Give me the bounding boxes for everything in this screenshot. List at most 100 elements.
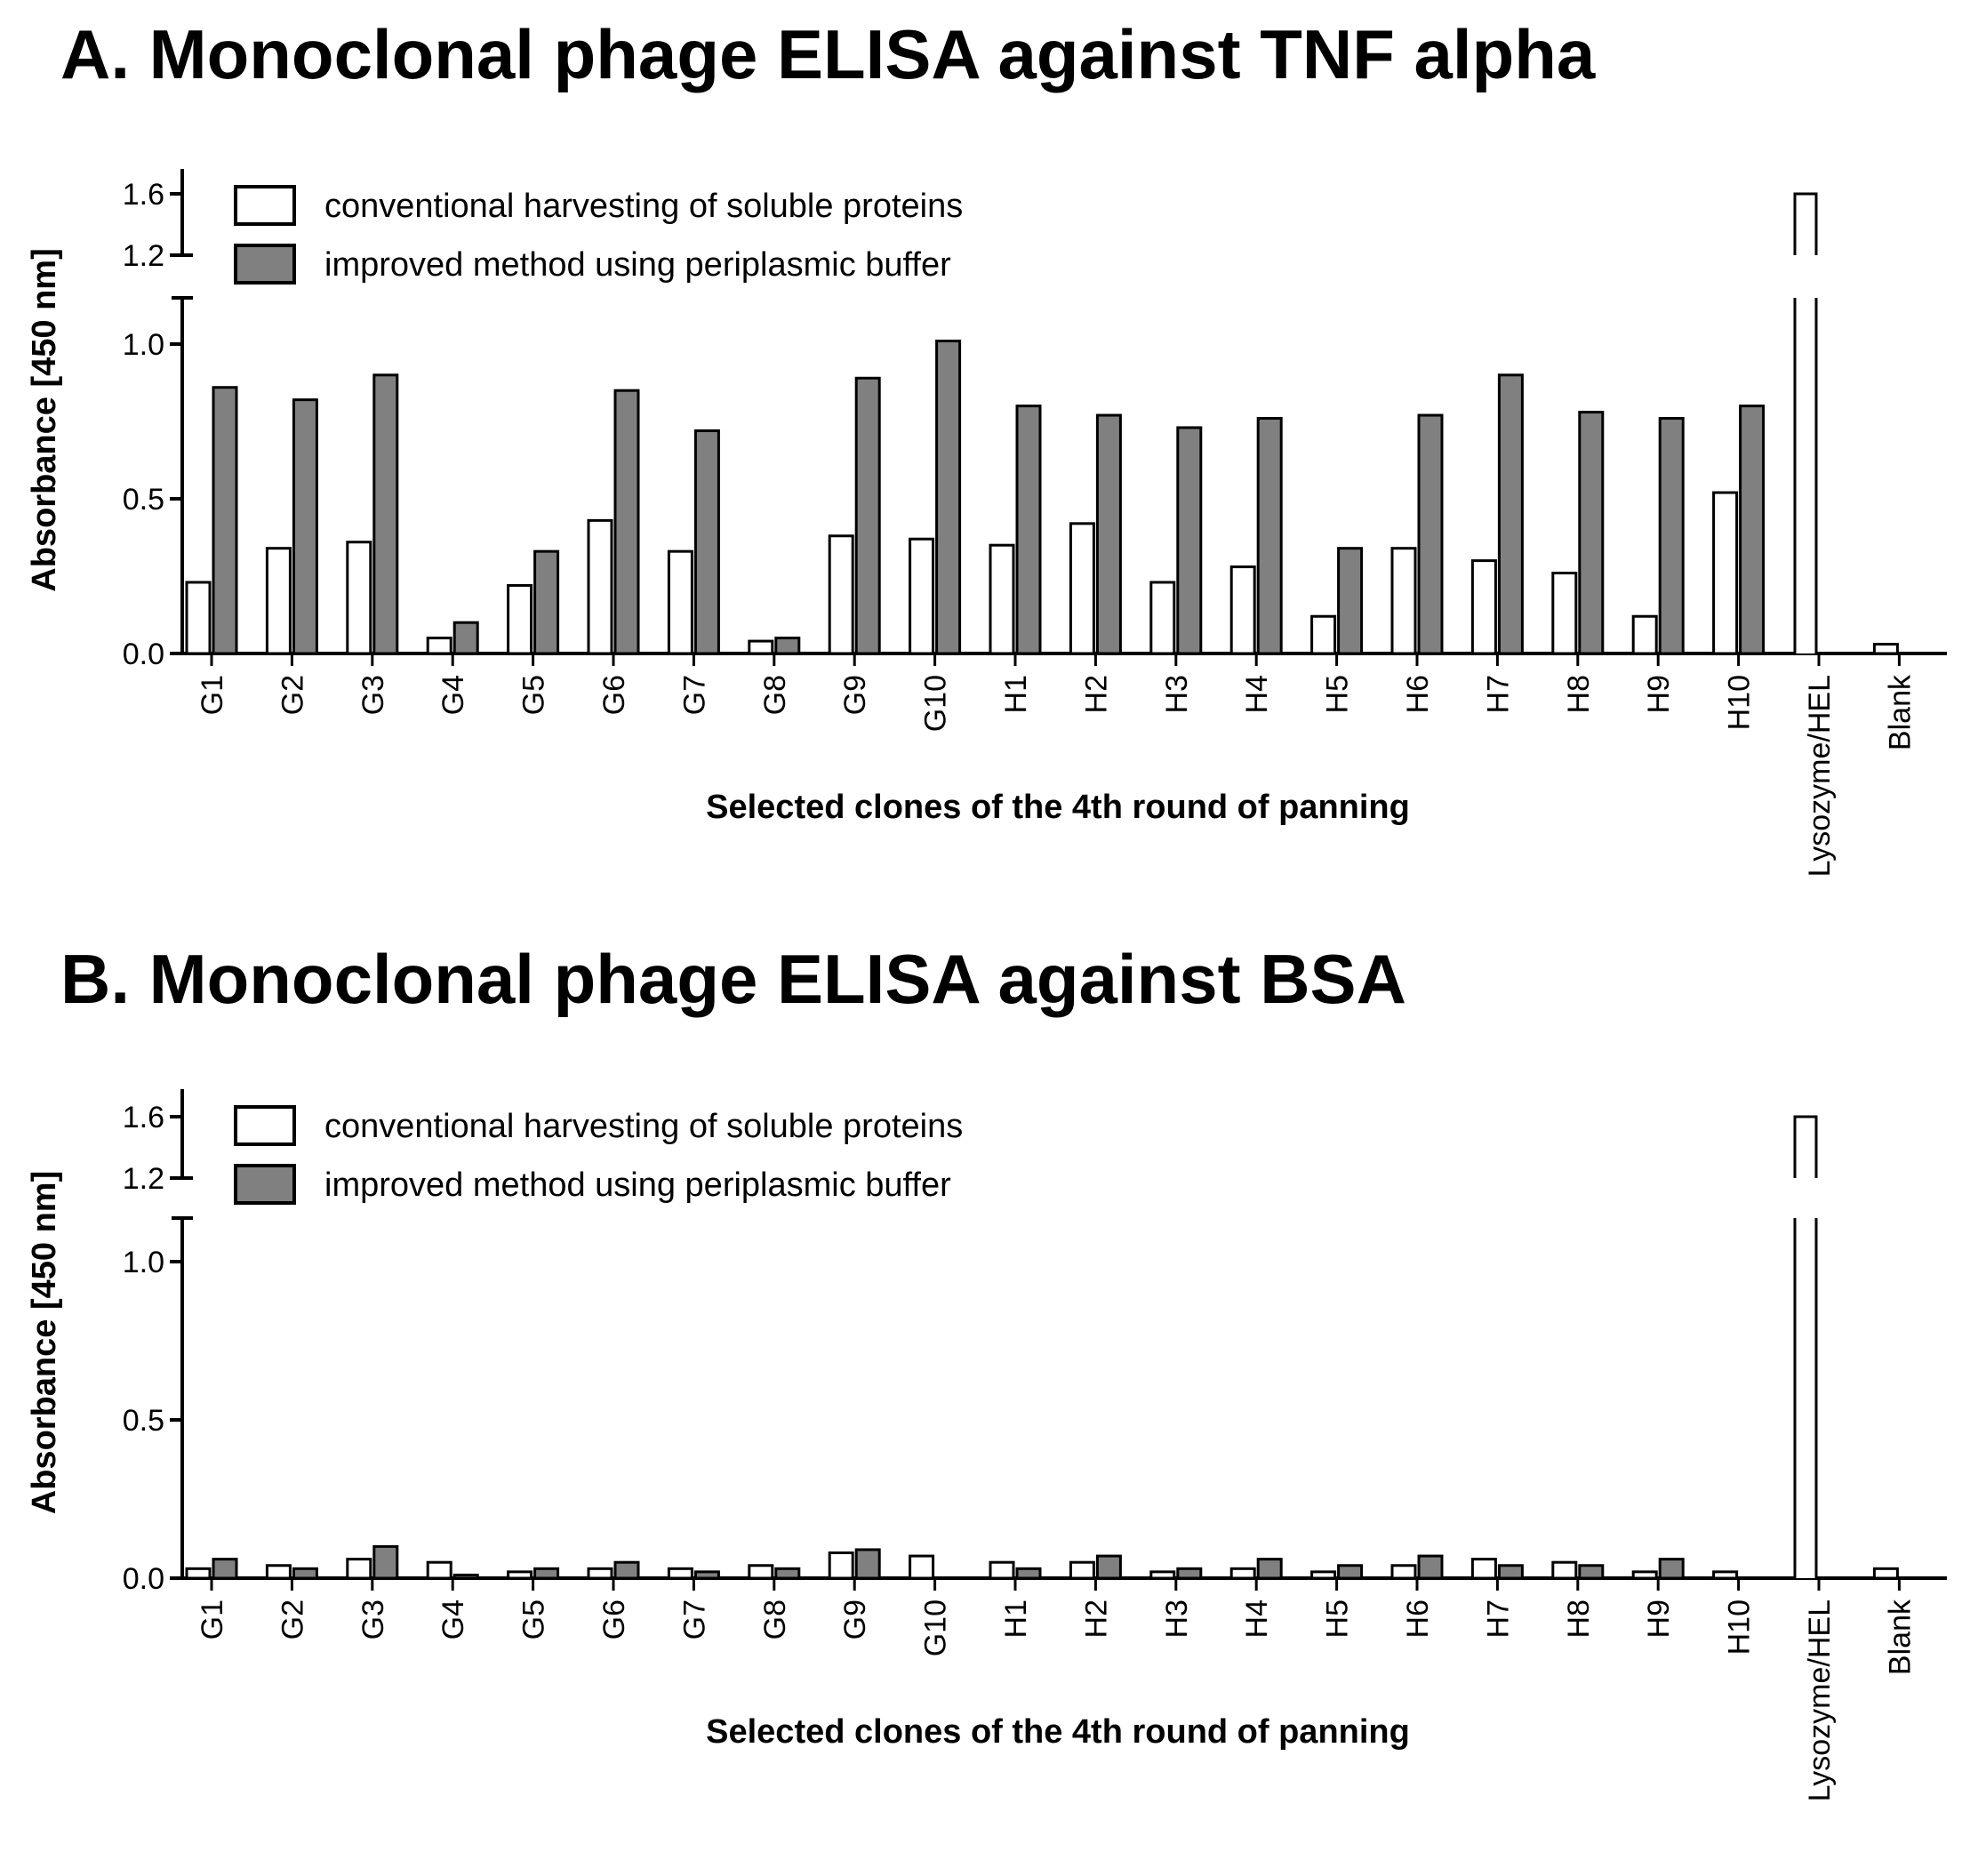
x-tick-label: H8: [1562, 675, 1596, 713]
x-tick-label: H3: [1160, 675, 1194, 713]
bar-improved: [1658, 417, 1685, 655]
x-tick-label: H6: [1401, 675, 1435, 713]
bar-improved: [533, 1567, 560, 1580]
bar-conventional: [1470, 1558, 1497, 1580]
bar-conventional: [1310, 1570, 1337, 1580]
y-tick-label: 1.0: [123, 1246, 164, 1279]
bar-conventional: [1551, 572, 1578, 655]
x-tick-label: Blank: [1883, 674, 1917, 750]
bar-conventional: [1872, 1567, 1899, 1580]
x-tick-label: H4: [1240, 675, 1274, 713]
bar-broken-lower: [1795, 1218, 1816, 1578]
bar-conventional: [265, 547, 292, 655]
bar-conventional: [1390, 547, 1417, 655]
x-tick-label: G9: [838, 675, 872, 715]
legend: conventional harvesting of soluble prote…: [234, 185, 963, 285]
y-tick-label: 0.5: [123, 1404, 164, 1438]
y-tick-label: 0.0: [123, 637, 164, 671]
bar-improved: [533, 549, 560, 655]
y-tick-label: 1.6: [123, 178, 164, 212]
x-tick-label: H7: [1481, 675, 1515, 713]
bar-conventional: [828, 1551, 854, 1580]
x-axis-title: Selected clones of the 4th round of pann…: [706, 1713, 1410, 1751]
bars: [185, 1115, 1899, 1580]
x-tick-label: H5: [1321, 675, 1355, 713]
x-tick-label: G6: [597, 675, 631, 715]
bar-improved: [1015, 405, 1042, 655]
bar-conventional: [346, 541, 372, 655]
x-tick-label: Lysozyme/HEL: [1803, 1599, 1837, 1801]
x-tick-label: G10: [919, 1599, 953, 1656]
bar-improved: [1658, 1558, 1685, 1580]
bar-improved: [854, 376, 881, 655]
bar-conventional: [748, 639, 774, 655]
bar-conventional: [1149, 581, 1176, 655]
bar-broken-outline: [1793, 192, 1818, 255]
bar-conventional: [346, 1558, 372, 1580]
bar-conventional: [1872, 643, 1899, 655]
bar-improved: [1176, 1567, 1203, 1580]
bar-improved: [1417, 413, 1444, 655]
bar-conventional: [185, 1567, 212, 1580]
bar-improved: [1176, 426, 1203, 655]
axes: 0.0 0.5 1.0 1.2 1.6: [123, 1089, 1947, 1596]
x-tick-label: Blank: [1883, 1599, 1917, 1675]
x-tick-label: H3: [1160, 1599, 1194, 1638]
bar-conventional: [1229, 1567, 1256, 1580]
x-tick-label: G5: [517, 675, 551, 715]
bar-conventional: [265, 1564, 292, 1580]
bar-improved: [372, 1544, 399, 1580]
bar-improved: [693, 1570, 720, 1580]
bar-improved: [1337, 547, 1364, 655]
bar-broken-lower: [1795, 298, 1816, 653]
bar-improved: [1497, 1564, 1524, 1580]
bar-conventional: [1229, 565, 1256, 655]
x-tick-label: G8: [758, 675, 792, 715]
bar-improved: [292, 398, 318, 655]
y-axis-title: Absorbance [450 nm]: [26, 1171, 63, 1514]
bar-conventional: [1149, 1570, 1176, 1580]
bar-improved: [1578, 1564, 1605, 1580]
x-tick-label: H9: [1642, 675, 1676, 713]
x-tick-label: G1: [196, 675, 229, 715]
bar-broken-upper: [1795, 194, 1816, 255]
y-tick-label: 0.5: [123, 483, 164, 517]
bar-improved: [1256, 1558, 1283, 1580]
legend-label: conventional harvesting of soluble prote…: [324, 1108, 963, 1145]
x-tick-label: G3: [356, 1599, 390, 1639]
bar-improved: [292, 1567, 318, 1580]
bar-improved: [774, 1567, 801, 1580]
bar-conventional: [587, 1567, 613, 1580]
bar-improved: [1095, 413, 1122, 655]
bar-conventional: [185, 581, 212, 655]
panel-b: B. Monoclonal phage ELISA against BSA 0.0…: [26, 940, 1947, 1801]
bar-improved: [693, 429, 720, 655]
x-tick-label: H4: [1240, 1599, 1274, 1638]
x-tick-label: H1: [999, 675, 1033, 713]
legend-label: improved method using periplasmic buffer: [324, 1166, 951, 1204]
bar-improved: [1417, 1554, 1444, 1580]
bar-improved: [1015, 1567, 1042, 1580]
bar-improved: [212, 386, 238, 655]
bar-improved: [935, 340, 962, 655]
x-axis-title: Selected clones of the 4th round of pann…: [706, 789, 1410, 826]
bar-improved: [613, 1560, 640, 1580]
x-tick-label: G8: [758, 1599, 792, 1639]
x-tick-label: G7: [677, 1599, 711, 1639]
legend-label: improved method using periplasmic buffer: [324, 246, 951, 284]
bar-conventional: [1069, 1560, 1095, 1580]
bar-improved: [212, 1558, 238, 1580]
legend-swatch-improved: [234, 244, 296, 285]
bars: [185, 192, 1899, 655]
legend-label: conventional harvesting of soluble prote…: [324, 188, 963, 225]
bar-broken-upper: [1795, 1117, 1816, 1178]
x-tick-label: G1: [196, 1599, 229, 1639]
legend-swatch-improved: [234, 1164, 296, 1205]
bar-improved: [1578, 411, 1605, 655]
x-tick-label: H10: [1723, 1599, 1757, 1655]
panel-title: B. Monoclonal phage ELISA against BSA: [60, 940, 1406, 1018]
bar-conventional: [667, 1567, 693, 1580]
x-tick-label: G3: [356, 675, 390, 715]
y-axis-title: Absorbance [450 nm]: [26, 248, 63, 591]
bar-improved: [1337, 1564, 1364, 1580]
